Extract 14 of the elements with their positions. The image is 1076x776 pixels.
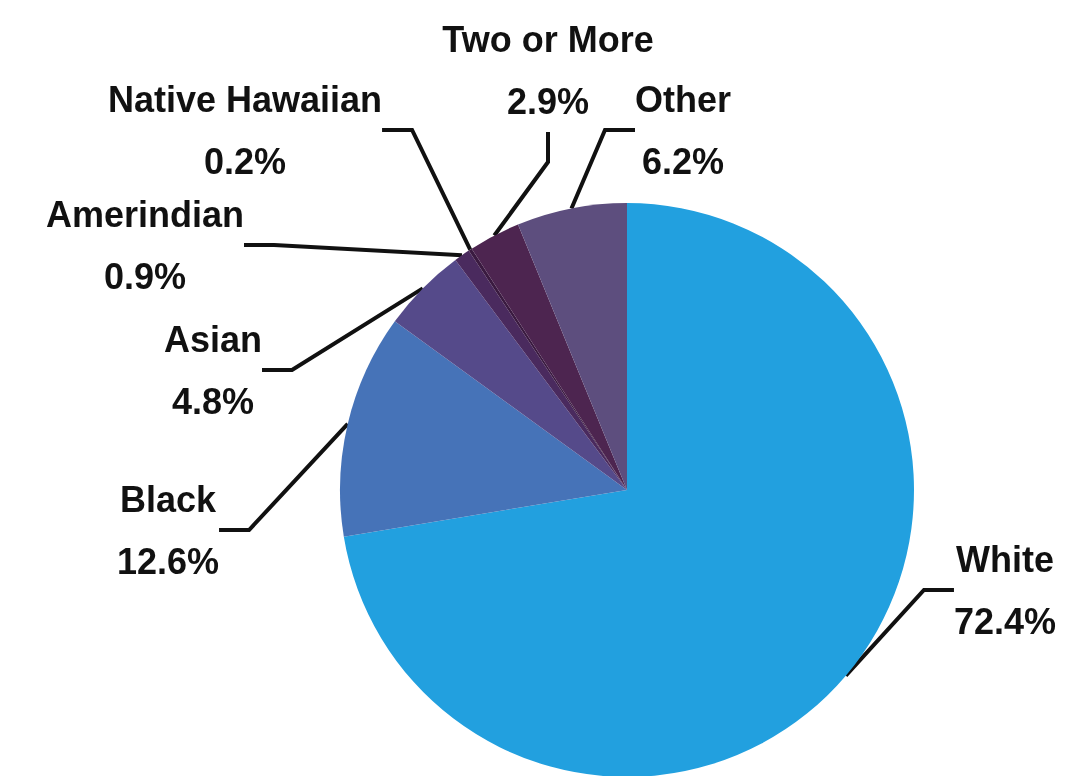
- data-label: 12.6%: [116, 540, 220, 582]
- slice-label: Two or More: [442, 18, 654, 60]
- slice-label: Asian: [163, 318, 263, 360]
- data-label: 6.2%: [641, 140, 725, 182]
- data-label: 0.9%: [103, 255, 187, 297]
- slice-label: Other: [634, 78, 732, 120]
- slice-label: Native Hawaiian: [107, 78, 383, 120]
- data-label: 72.4%: [953, 600, 1057, 642]
- data-label: 2.9%: [506, 80, 590, 122]
- slice-label: White: [956, 538, 1054, 580]
- slice-label: Black: [119, 478, 217, 520]
- data-label: 0.2%: [203, 140, 287, 182]
- data-label: 4.8%: [171, 380, 255, 422]
- slice-label: Amerindian: [45, 193, 245, 235]
